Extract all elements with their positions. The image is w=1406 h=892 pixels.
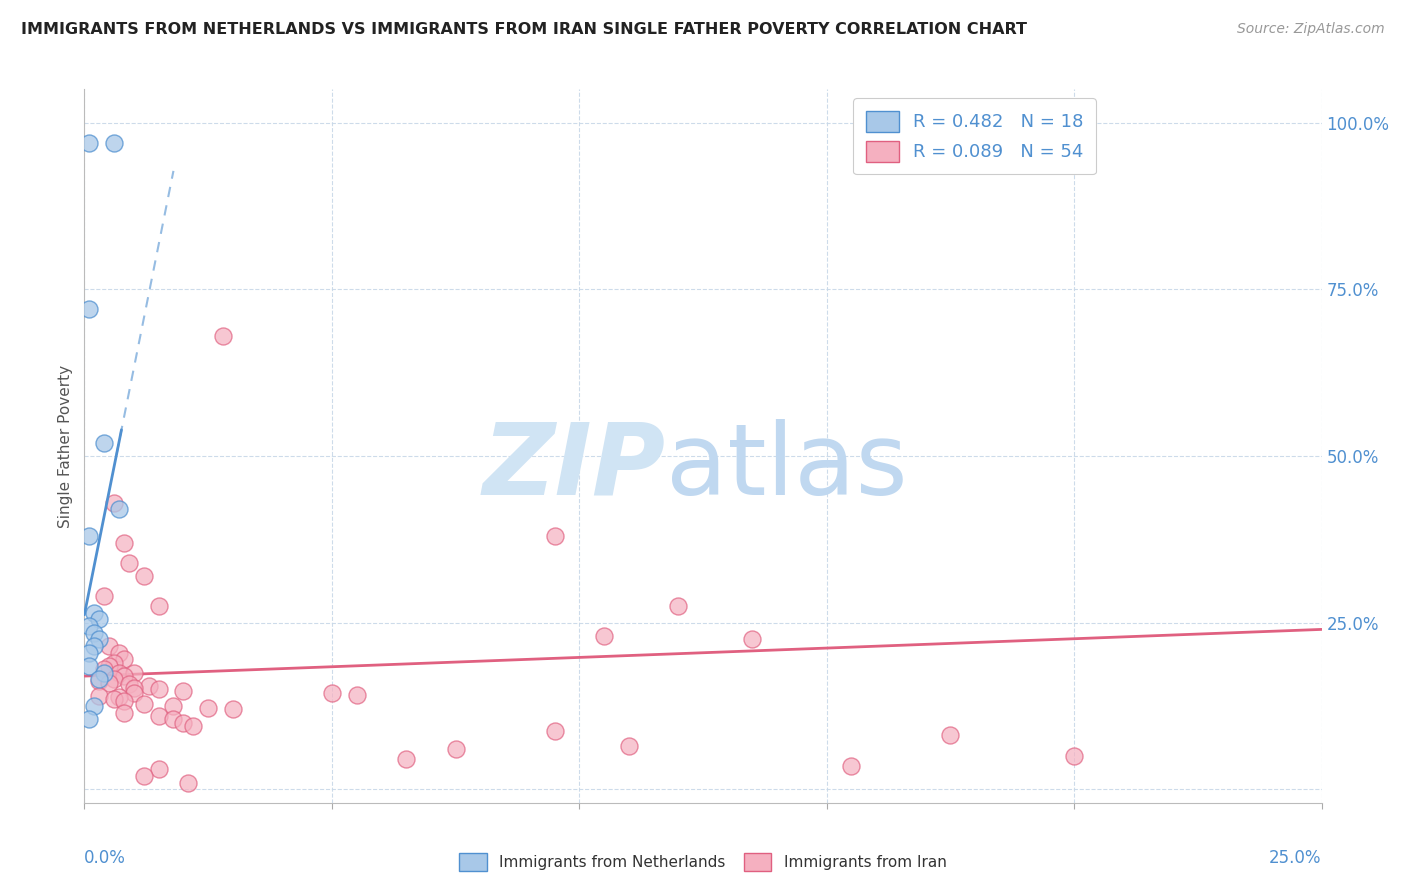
Point xyxy=(108,646,131,660)
Point xyxy=(108,502,131,516)
Text: Source: ZipAtlas.com: Source: ZipAtlas.com xyxy=(1237,22,1385,37)
Point xyxy=(89,674,111,689)
Text: ZIP: ZIP xyxy=(482,419,666,516)
Point xyxy=(103,692,125,706)
Point xyxy=(83,606,105,620)
Point xyxy=(112,669,135,683)
Point xyxy=(93,662,115,676)
Point xyxy=(346,688,368,702)
Point xyxy=(93,665,115,680)
Point xyxy=(841,759,863,773)
Point xyxy=(177,776,200,790)
Point xyxy=(148,709,170,723)
Point xyxy=(212,329,235,343)
Point xyxy=(741,632,763,647)
Point xyxy=(181,719,204,733)
Point xyxy=(98,639,121,653)
Point xyxy=(197,701,219,715)
Point xyxy=(112,706,135,720)
Point xyxy=(118,556,141,570)
Point xyxy=(89,673,111,687)
Point xyxy=(172,715,194,730)
Point xyxy=(112,535,135,549)
Point xyxy=(79,713,101,727)
Point xyxy=(118,677,141,691)
Point xyxy=(162,699,184,714)
Point xyxy=(543,723,565,738)
Point xyxy=(83,625,105,640)
Point xyxy=(93,435,115,450)
Point xyxy=(395,752,418,766)
Point xyxy=(79,302,101,317)
Point xyxy=(98,659,121,673)
Text: atlas: atlas xyxy=(666,419,907,516)
Point xyxy=(148,682,170,697)
Point xyxy=(79,529,101,543)
Point xyxy=(666,599,689,613)
Y-axis label: Single Father Poverty: Single Father Poverty xyxy=(58,365,73,527)
Point xyxy=(79,619,101,633)
Text: 25.0%: 25.0% xyxy=(1270,849,1322,867)
Point xyxy=(122,686,145,700)
Point xyxy=(89,612,111,626)
Point xyxy=(132,569,155,583)
Point xyxy=(103,656,125,670)
Point xyxy=(1063,749,1085,764)
Point xyxy=(93,589,115,603)
Point xyxy=(138,679,160,693)
Point xyxy=(83,699,105,714)
Point xyxy=(321,686,343,700)
Point xyxy=(222,702,245,716)
Point xyxy=(98,675,121,690)
Point xyxy=(593,629,616,643)
Point xyxy=(543,529,565,543)
Point xyxy=(444,742,467,756)
Point xyxy=(108,665,131,680)
Point xyxy=(148,599,170,613)
Point xyxy=(83,639,105,653)
Point xyxy=(89,689,111,703)
Point xyxy=(148,763,170,777)
Point xyxy=(122,681,145,695)
Text: 0.0%: 0.0% xyxy=(84,849,127,867)
Point xyxy=(79,646,101,660)
Point xyxy=(939,728,962,742)
Legend: Immigrants from Netherlands, Immigrants from Iran: Immigrants from Netherlands, Immigrants … xyxy=(453,847,953,877)
Point xyxy=(108,690,131,705)
Point xyxy=(79,659,101,673)
Point xyxy=(162,713,184,727)
Point xyxy=(89,632,111,647)
Point xyxy=(103,496,125,510)
Point xyxy=(79,136,101,150)
Point xyxy=(172,683,194,698)
Point xyxy=(112,694,135,708)
Point xyxy=(122,665,145,680)
Point xyxy=(103,136,125,150)
Point xyxy=(103,673,125,687)
Text: IMMIGRANTS FROM NETHERLANDS VS IMMIGRANTS FROM IRAN SINGLE FATHER POVERTY CORREL: IMMIGRANTS FROM NETHERLANDS VS IMMIGRANT… xyxy=(21,22,1028,37)
Point xyxy=(112,652,135,666)
Point xyxy=(132,769,155,783)
Point xyxy=(132,697,155,711)
Point xyxy=(617,739,640,753)
